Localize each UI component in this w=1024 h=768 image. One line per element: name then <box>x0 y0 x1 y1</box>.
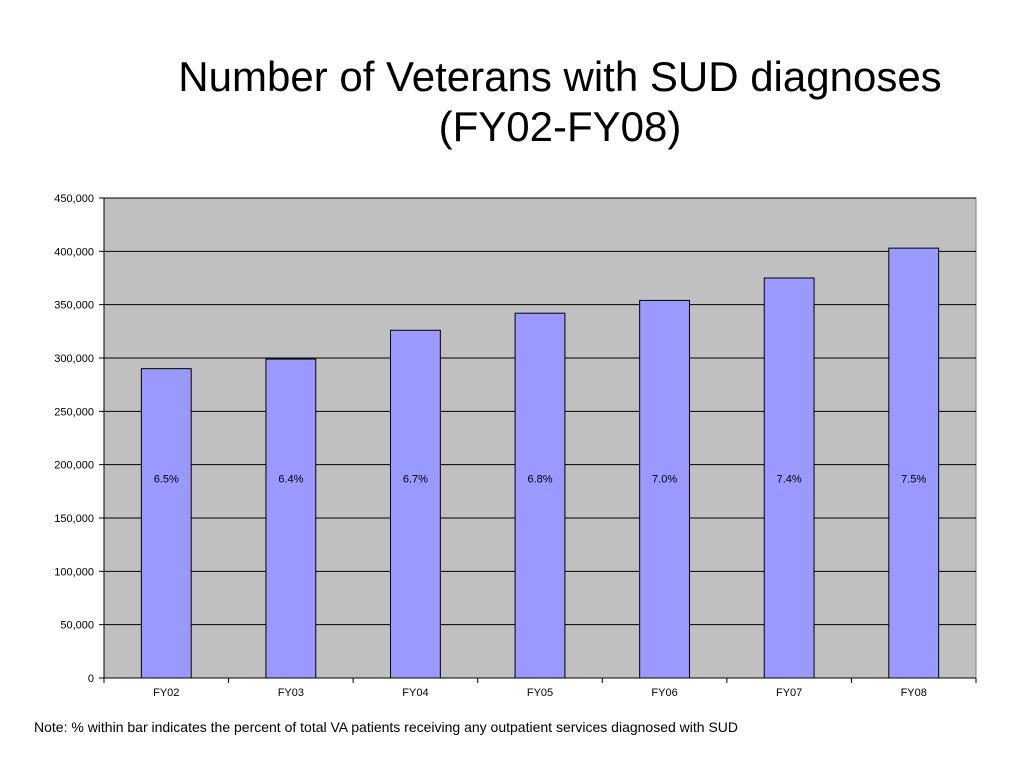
bar <box>763 277 815 679</box>
bar-data-label: 6.8% <box>527 474 552 486</box>
x-tick-label: FY06 <box>651 687 677 699</box>
y-tick-label: 0 <box>88 673 94 685</box>
bar-data-label: 7.4% <box>777 474 802 486</box>
bar <box>140 368 192 679</box>
bar <box>639 299 690 679</box>
bar <box>514 312 566 679</box>
x-tick-label: FY07 <box>776 687 802 699</box>
y-tick-label: 350,000 <box>54 300 94 312</box>
bar-data-label: 7.5% <box>901 474 926 486</box>
bar-chart: 0 50,000 100,000 150,000 200,000 250,000 300,0… <box>54 193 977 699</box>
y-tick-label: 200,000 <box>54 460 94 472</box>
chart-note: Note: % within bar indicates the percent… <box>34 719 739 735</box>
y-tick-label: 50,000 <box>60 620 94 632</box>
y-tick-label: 150,000 <box>54 513 94 525</box>
chart-title: Number of Veterans with SUD diagnoses (F… <box>140 52 980 152</box>
bar-data-label: 7.0% <box>652 474 677 486</box>
y-tick-label: 100,000 <box>54 566 94 578</box>
x-tick-label: FY03 <box>278 687 304 699</box>
chart-title-line-2: (FY02-FY08) <box>438 103 682 150</box>
bar <box>888 247 940 679</box>
y-tick-label: 400,000 <box>54 246 94 258</box>
x-tick-label: FY08 <box>901 687 927 699</box>
y-tick-label: 250,000 <box>54 406 94 418</box>
x-tick-label: FY04 <box>402 687 428 699</box>
bar-data-label: 6.4% <box>278 474 303 486</box>
x-tick-label: FY02 <box>153 687 179 699</box>
bar-data-label: 6.7% <box>403 474 428 486</box>
y-tick-label: 300,000 <box>54 353 94 365</box>
chart-title-line-1: Number of Veterans with SUD diagnoses <box>178 53 942 100</box>
bar-data-label: 6.5% <box>154 474 179 486</box>
y-tick-label: 450,000 <box>54 193 94 205</box>
x-tick-label: FY05 <box>527 687 553 699</box>
bar <box>390 329 441 679</box>
bar <box>265 358 317 679</box>
